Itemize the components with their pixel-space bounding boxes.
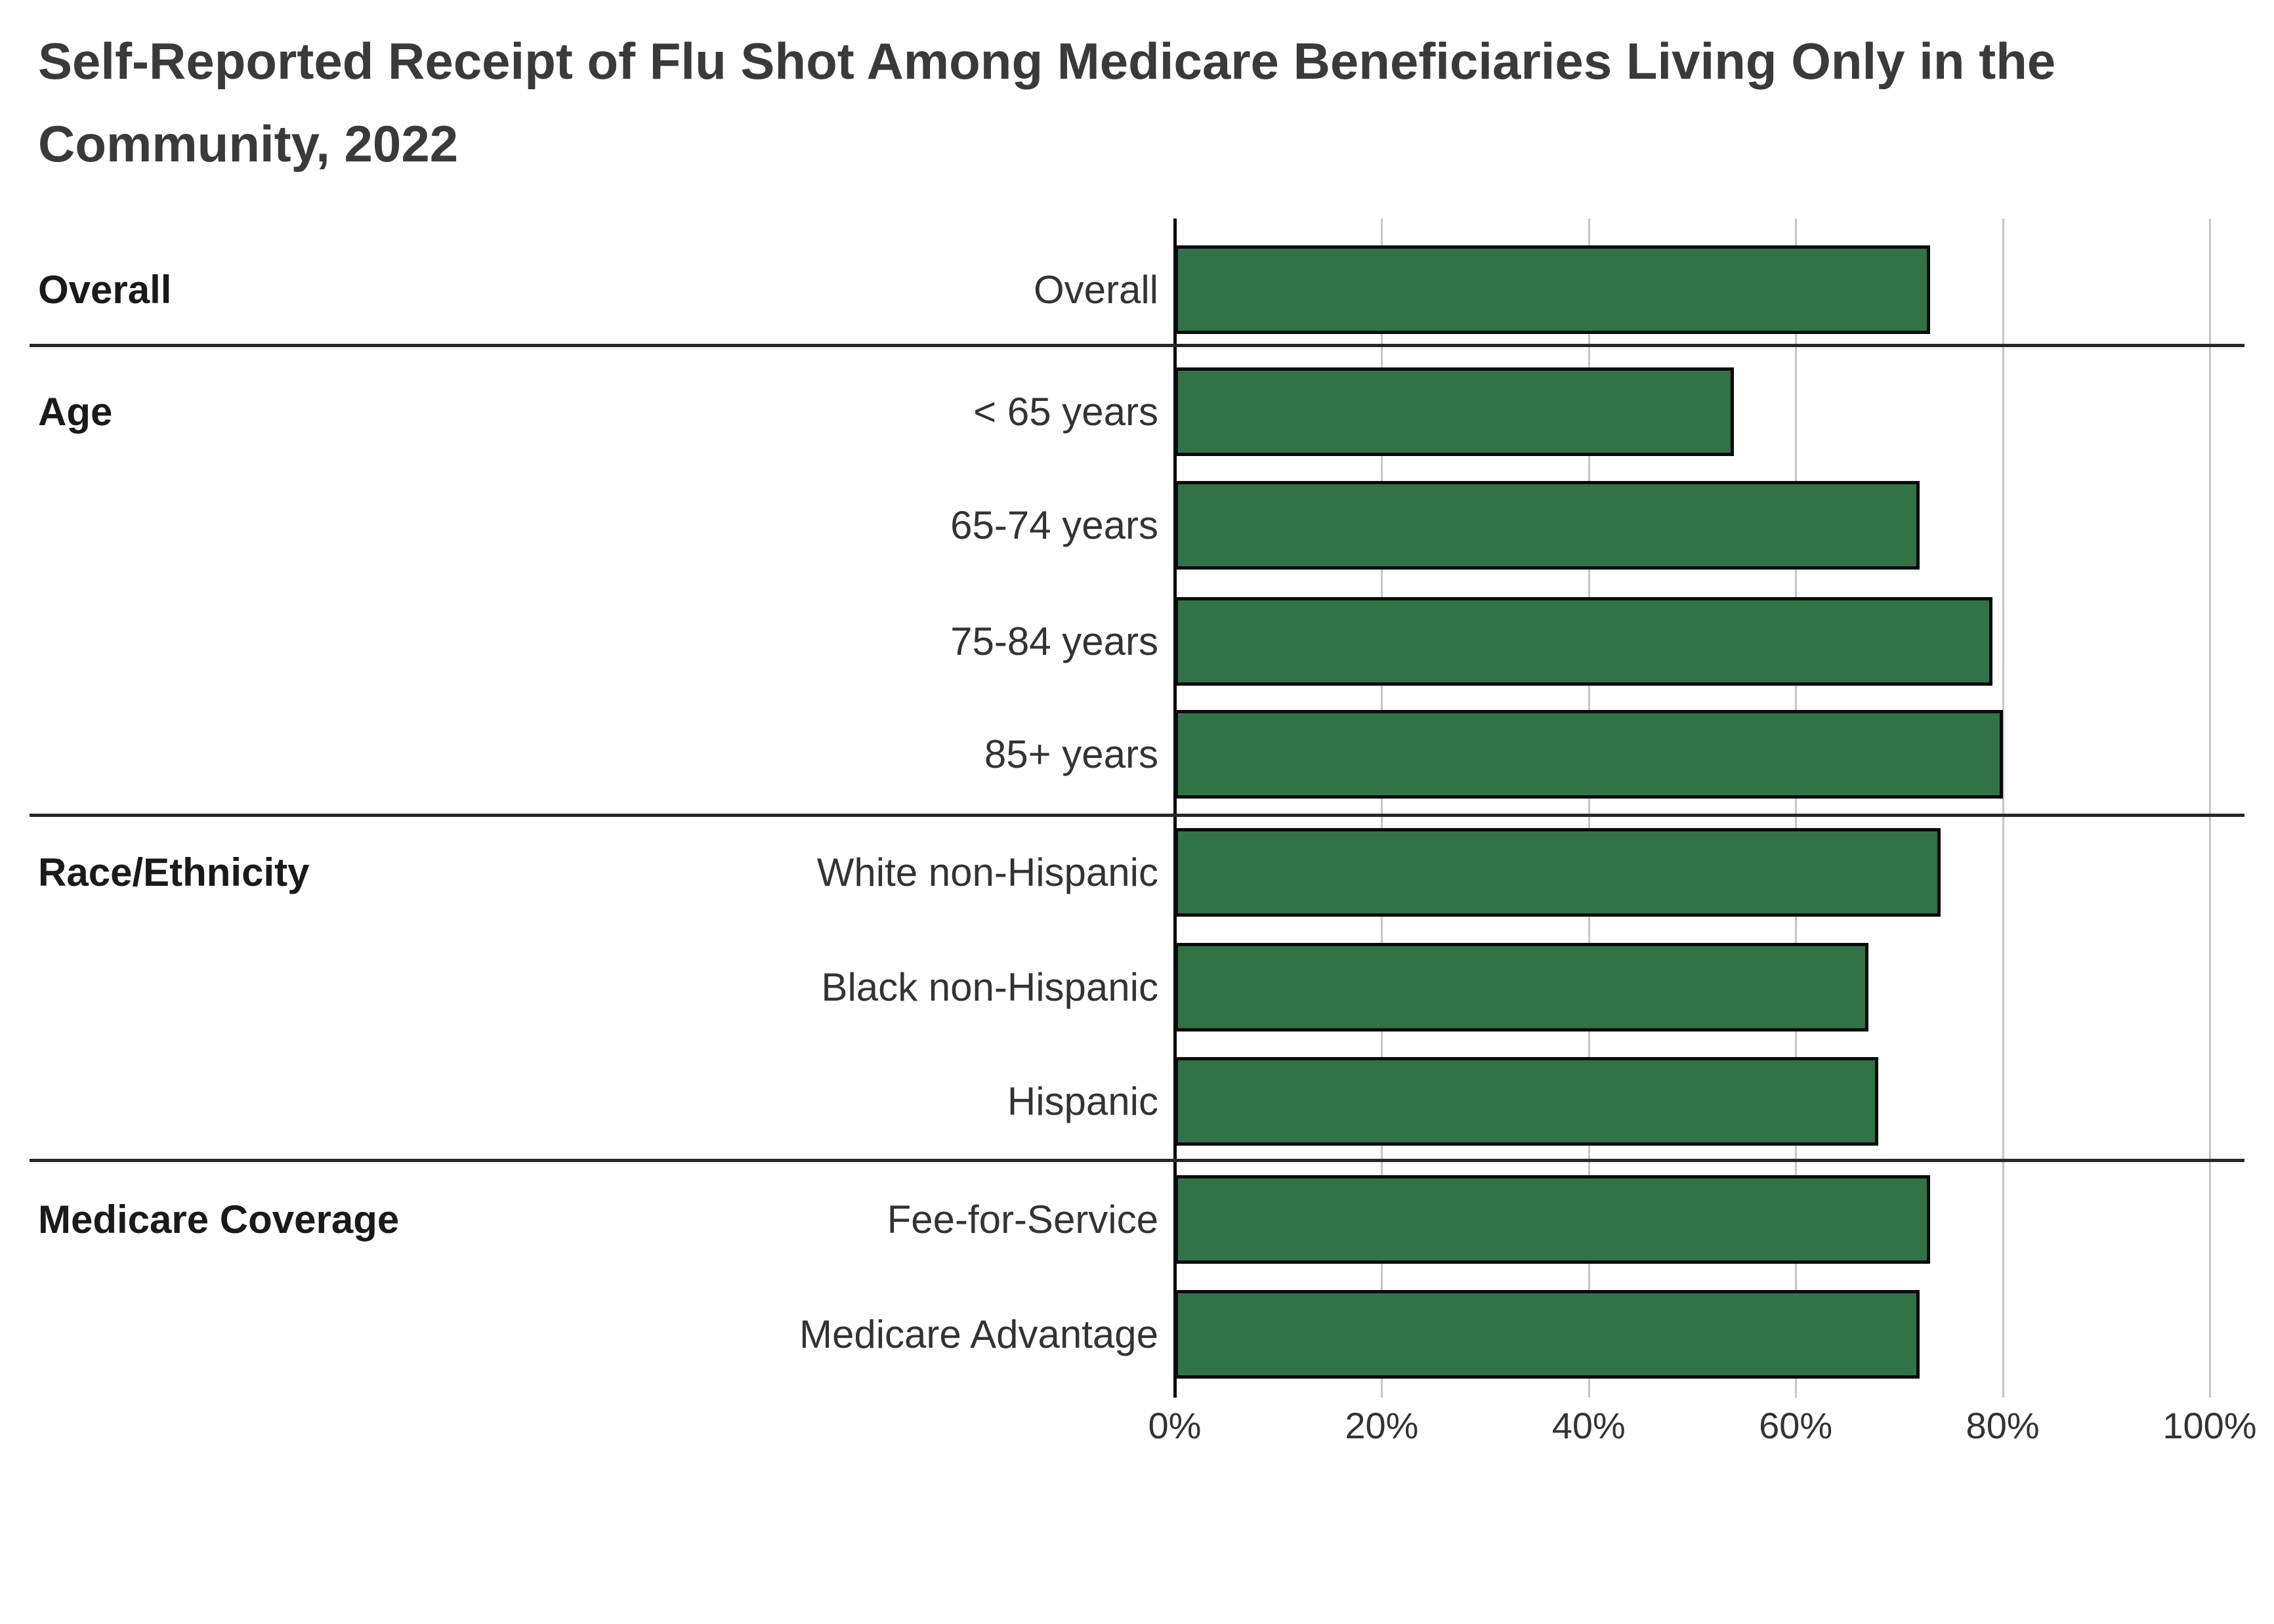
gridline	[2002, 219, 2004, 1398]
x-tick-label: 40%	[1551, 1405, 1626, 1446]
category-label: Medicare Advantage	[799, 1312, 1158, 1356]
bar	[1175, 1175, 1931, 1264]
category-label: Hispanic	[1007, 1079, 1158, 1123]
x-tick-label: 80%	[1966, 1405, 2040, 1446]
group-label: Medicare Coverage	[38, 1197, 400, 1241]
category-label: 65-74 years	[950, 503, 1158, 547]
group-divider	[30, 1159, 2244, 1162]
group-divider	[30, 814, 2244, 817]
bar	[1175, 1057, 1879, 1146]
gridline	[1795, 219, 1798, 1398]
chart-title: Self-Reported Receipt of Flu Shot Among …	[38, 32, 2056, 173]
bar	[1175, 828, 1941, 917]
category-label: < 65 years	[973, 389, 1158, 434]
bar	[1175, 481, 1920, 570]
x-tick-label: 60%	[1759, 1405, 1833, 1446]
x-tick-label: 100%	[2162, 1405, 2257, 1446]
category-label: Black non-Hispanic	[821, 965, 1158, 1009]
bar	[1175, 367, 1734, 456]
x-tick-label: 0%	[1148, 1405, 1202, 1446]
x-axis-zero-line	[1173, 219, 1177, 1398]
gridline	[2209, 219, 2211, 1398]
gridline	[1381, 219, 1383, 1398]
category-label: 75-84 years	[950, 619, 1158, 663]
bar	[1175, 710, 2003, 799]
group-label: Age	[38, 389, 113, 434]
bar	[1175, 1290, 1920, 1379]
category-label: 85+ years	[984, 732, 1158, 776]
bar	[1175, 597, 1992, 686]
gridline	[1588, 219, 1590, 1398]
group-divider	[30, 344, 2244, 347]
category-label: Fee-for-Service	[887, 1197, 1158, 1241]
bar	[1175, 245, 1931, 334]
category-label: White non-Hispanic	[816, 850, 1158, 894]
category-label: Overall	[1033, 267, 1158, 312]
group-label: Overall	[38, 267, 172, 312]
bar	[1175, 943, 1868, 1031]
group-label: Race/Ethnicity	[38, 850, 310, 894]
x-tick-label: 20%	[1345, 1405, 1419, 1446]
